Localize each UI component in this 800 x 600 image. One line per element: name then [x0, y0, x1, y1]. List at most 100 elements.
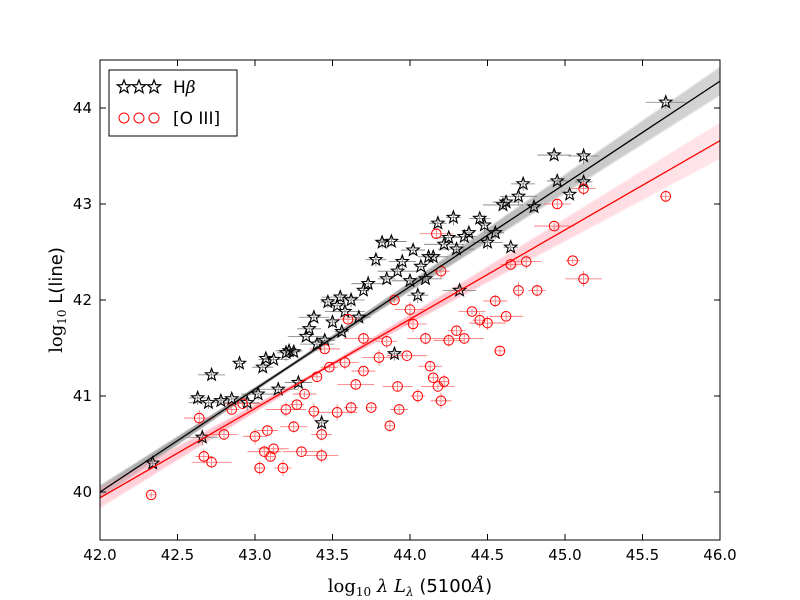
data-markers — [145, 94, 674, 501]
hbeta-point — [343, 291, 359, 307]
oiii-point — [316, 429, 327, 440]
plot-frame — [99, 59, 721, 541]
hbeta-point — [461, 224, 477, 240]
oiii-point — [206, 456, 217, 468]
legend-oiii-label: [O III] — [173, 109, 220, 129]
hbeta-point — [425, 248, 441, 264]
hbeta-point — [306, 309, 322, 324]
hbeta-point — [189, 389, 206, 405]
oiii-point — [404, 304, 416, 315]
hbeta-point — [270, 381, 286, 396]
oiii-point — [268, 443, 279, 455]
legend-hbeta-marker — [115, 78, 163, 95]
hbeta-point — [448, 241, 465, 256]
oiii-point — [500, 311, 512, 322]
oiii-point — [319, 343, 331, 355]
oiii-point — [531, 285, 543, 296]
hbeta-point — [301, 320, 317, 336]
hbeta-point — [389, 263, 406, 278]
oiii-point — [381, 335, 393, 347]
oiii-point — [548, 220, 560, 232]
hbeta-fit-sample — [100, 89, 720, 490]
x-tick-label: 44.0 — [393, 546, 426, 564]
hbeta-fit-sample — [100, 85, 720, 491]
oiii-point — [358, 365, 369, 377]
oiii-fit-sample — [100, 148, 720, 495]
oiii-point — [466, 306, 478, 317]
oiii-point — [392, 381, 403, 392]
oiii-point — [420, 333, 431, 344]
legend-circle — [133, 112, 145, 124]
oiii-point — [482, 317, 493, 329]
y-tick-label: 44 — [73, 99, 92, 117]
legend-circle — [118, 112, 130, 124]
oiii-point — [254, 462, 265, 474]
hbeta-point — [472, 210, 488, 225]
oiii-point — [311, 371, 323, 383]
hbeta-point — [281, 342, 297, 358]
hbeta-point — [298, 328, 314, 344]
x-axis-label: log10 λ Lλ (5100Å) — [328, 575, 492, 599]
hbeta-point — [213, 392, 229, 408]
hbeta-point — [368, 251, 384, 267]
x-tick-label: 42.0 — [83, 546, 116, 564]
hbeta-fit-sample — [100, 88, 720, 490]
hbeta-point — [337, 303, 353, 319]
hbeta-point — [410, 287, 426, 302]
legend-star — [145, 78, 163, 95]
x-tick-label: 46.0 — [703, 546, 736, 564]
oiii-point — [494, 345, 506, 357]
oiii-point — [249, 431, 261, 442]
y-tick-label: 40 — [73, 483, 92, 501]
oiii-point — [218, 429, 230, 440]
x-tick-label: 42.5 — [161, 546, 194, 564]
oiii-point — [660, 191, 672, 202]
oiii-point — [489, 295, 501, 307]
hbeta-point — [383, 233, 400, 248]
x-tick-label: 43.0 — [238, 546, 271, 564]
oiii-point — [316, 450, 327, 461]
hbeta-point — [495, 196, 511, 212]
oiii-point — [451, 325, 462, 337]
hbeta-point — [224, 390, 240, 406]
hbeta-point — [479, 234, 496, 249]
oiii-point — [350, 379, 362, 390]
hbeta-point — [145, 455, 161, 470]
oiii-point — [438, 376, 450, 387]
hbeta-point — [355, 282, 372, 297]
oiii-point — [373, 352, 385, 363]
hbeta-point — [203, 366, 220, 382]
oiii-point — [520, 256, 532, 267]
oiii-point — [443, 335, 455, 346]
oiii-point — [345, 402, 357, 413]
oiii-point — [431, 228, 442, 240]
hbeta-point — [441, 229, 457, 245]
oiii-point — [277, 462, 289, 474]
axis-ticks: 42.0 42.5 43.0 43.5 44.0 44.5 45.0 45.5 46.0 40 41… — [73, 60, 737, 564]
oiii-point — [296, 446, 307, 457]
fit-lines — [100, 80, 720, 499]
oiii-point — [237, 398, 248, 409]
y-tick-label: 43 — [73, 195, 92, 213]
hbeta-point — [526, 198, 542, 214]
legend-star — [130, 78, 148, 95]
oiii-point — [412, 390, 424, 402]
hbeta-point — [386, 345, 403, 361]
hbeta-fit-sample — [100, 90, 720, 489]
oiii-point — [393, 404, 405, 415]
oiii-point — [145, 489, 157, 501]
hbeta-point — [575, 173, 592, 189]
oiii-point — [578, 273, 589, 285]
oiii-point — [342, 313, 354, 325]
hbeta-point — [405, 242, 421, 257]
legend-star — [115, 78, 133, 95]
oiii-point — [551, 198, 563, 210]
oiii-point — [265, 451, 276, 462]
y-tick-label: 41 — [73, 387, 92, 405]
hbeta-point — [194, 429, 210, 444]
oiii-point — [567, 255, 579, 266]
oiii-point — [308, 406, 320, 417]
hbeta-point — [456, 228, 472, 244]
hbeta-point — [250, 386, 266, 401]
